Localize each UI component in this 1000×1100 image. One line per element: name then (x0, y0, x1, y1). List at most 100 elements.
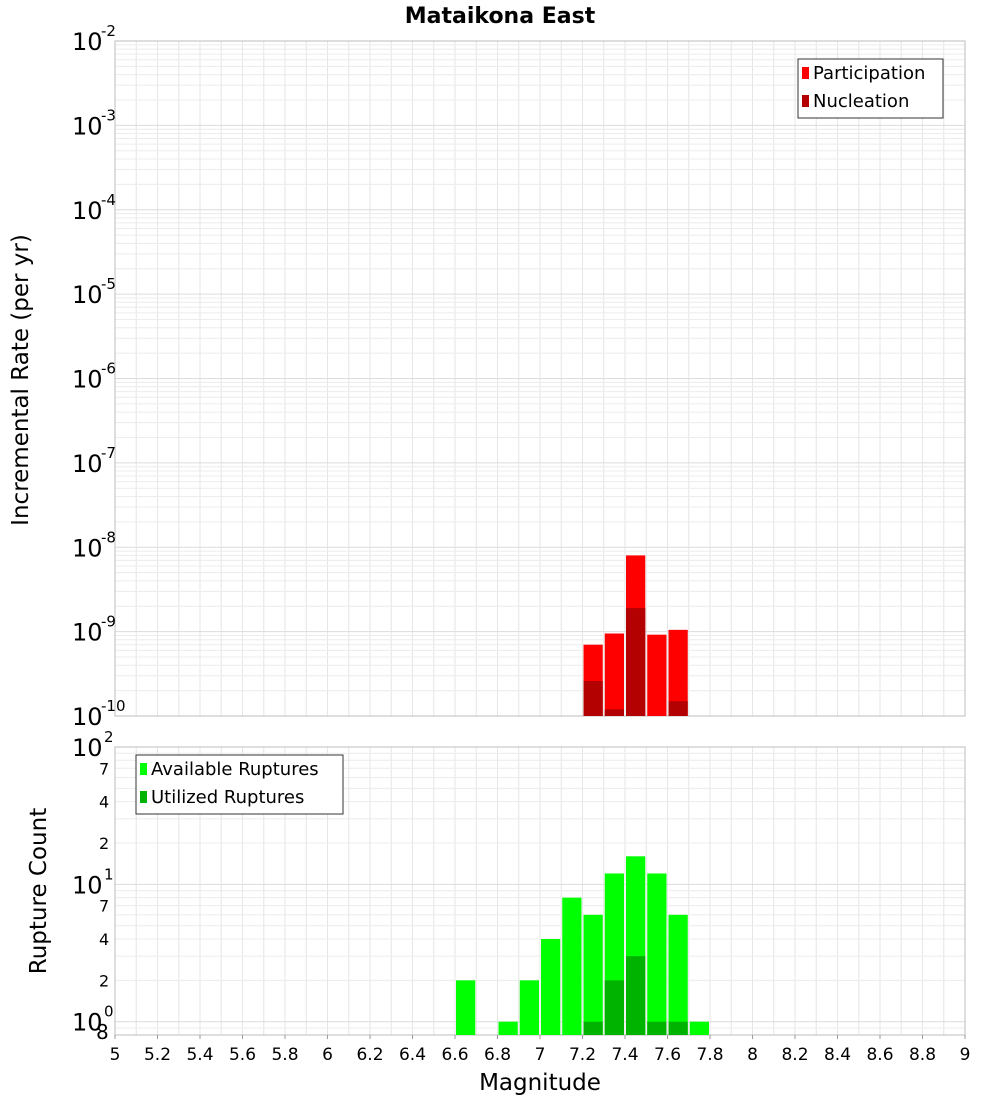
y-tick-base: 10 (72, 619, 103, 647)
rate-bar-a (668, 629, 688, 716)
legend-swatch (802, 95, 809, 107)
top-plot-grid (114, 40, 966, 717)
legend-swatch (140, 763, 147, 775)
legend-box (135, 754, 344, 815)
rate-bar-b (604, 709, 624, 716)
y-tick-label: 10-7 (72, 444, 116, 478)
y-tick-exponent: -4 (101, 191, 116, 209)
y-tick-exponent: -5 (101, 275, 116, 293)
legend-label: Utilized Ruptures (151, 787, 304, 808)
y-tick-exponent: -10 (101, 697, 126, 715)
count-bar-b (604, 980, 624, 1035)
y-tick-label: 10-6 (72, 360, 116, 394)
y-tick-label: 10-4 (72, 191, 116, 225)
y-minor-tick-label: 7 (99, 897, 109, 916)
y-minor-tick-label: 2 (99, 834, 109, 853)
y-tick-base: 10 (72, 28, 103, 56)
y-tick-exponent: 2 (104, 728, 114, 746)
y-tick-base: 10 (72, 197, 103, 225)
count-bar-a (498, 1021, 518, 1035)
chart-title: Mataikona East (405, 4, 596, 29)
y-tick-base: 10 (72, 871, 103, 899)
y-tick-base: 10 (72, 703, 103, 731)
x-tick-label: 8.8 (909, 1045, 936, 1065)
count-bar-b (583, 1021, 603, 1035)
y-tick-exponent: -2 (101, 22, 116, 40)
y-minor-tick-label: 2 (99, 971, 109, 990)
y-minor-tick-label: 7 (99, 759, 109, 778)
count-bar-a (519, 980, 539, 1035)
x-tick-label: 8.6 (866, 1045, 893, 1065)
y-tick-base: 10 (72, 450, 103, 478)
y-tick-base: 10 (72, 1009, 103, 1037)
top-bars (583, 555, 688, 716)
rate-bar-b (668, 701, 688, 716)
x-tick-label: 8.2 (781, 1045, 808, 1065)
x-tick-label: 9 (960, 1045, 971, 1065)
count-bar-b (626, 956, 646, 1035)
y-tick-exponent: -7 (101, 444, 116, 462)
y-tick-label: 10 2 (72, 728, 114, 762)
rate-bar-b (626, 608, 646, 716)
y-tick-exponent: 1 (104, 865, 114, 883)
y-tick-base: 10 (72, 112, 103, 140)
y-tick-base: 10 (72, 734, 103, 762)
y-minor-tick-label: 4 (99, 930, 109, 949)
y-tick-label: 10-5 (72, 275, 116, 309)
bottom-bars (456, 856, 709, 1035)
x-tick-label: 6.4 (399, 1045, 426, 1065)
x-tick-label: 5.2 (144, 1045, 171, 1065)
y-tick-label: 10-10 (72, 697, 126, 731)
y-tick-base: 10 (72, 366, 103, 394)
x-tick-label: 6 (322, 1045, 333, 1065)
y-tick-exponent: -6 (101, 360, 116, 378)
count-bar-a (689, 1021, 709, 1035)
y-tick-exponent: -8 (101, 528, 116, 546)
y-tick-label: 10-8 (72, 528, 116, 562)
x-tick-label: 7.6 (654, 1045, 681, 1065)
rate-bar-a (604, 633, 624, 716)
x-tick-label: 8.4 (824, 1045, 851, 1065)
rate-bar-a (647, 634, 667, 716)
x-axis-label: Magnitude (479, 1070, 601, 1096)
top-legend: Participation Nucleation (797, 58, 944, 119)
legend-label: Available Ruptures (151, 759, 319, 780)
legend-label: Participation (813, 63, 925, 84)
count-bar-a (541, 939, 561, 1035)
y-tick-base: 10 (72, 281, 103, 309)
legend-box (797, 58, 944, 119)
bottom-legend: Available Ruptures Utilized Ruptures (135, 754, 344, 815)
x-tick-label: 5 (110, 1045, 121, 1065)
y-axis-label: Rupture Count (26, 808, 52, 974)
y-tick-label: 10 1 (72, 865, 114, 899)
legend-label: Nucleation (813, 91, 909, 112)
x-tick-label: 7.4 (611, 1045, 638, 1065)
y-minor-tick-label: 4 (99, 793, 109, 812)
count-bar-b (668, 1021, 688, 1035)
count-bar-a (456, 980, 476, 1035)
y-tick-exponent: -9 (101, 613, 116, 631)
legend-swatch (140, 791, 147, 803)
y-minor-tick-label: 8 (96, 1020, 109, 1044)
y-axis-label: Incremental Rate (per yr) (8, 234, 34, 526)
y-tick-exponent: 0 (104, 1003, 114, 1021)
x-tick-label: 6.2 (356, 1045, 383, 1065)
x-tick-label: 6.6 (441, 1045, 468, 1065)
count-bar-a (668, 914, 688, 1035)
count-bar-a (583, 914, 603, 1035)
x-tick-label: 7 (535, 1045, 546, 1065)
plot-frame (114, 40, 966, 717)
y-tick-label: 10-3 (72, 106, 116, 140)
x-tick-label: 5.8 (271, 1045, 298, 1065)
y-tick-label: 10-2 (72, 22, 116, 56)
count-bar-b (647, 1021, 667, 1035)
count-bar-a (562, 897, 582, 1035)
x-tick-label: 5.4 (186, 1045, 213, 1065)
legend-swatch (802, 67, 809, 79)
x-tick-label: 8 (747, 1045, 758, 1065)
count-bar-a (647, 873, 667, 1035)
x-tick-label: 7.2 (569, 1045, 596, 1065)
y-tick-base: 10 (72, 534, 103, 562)
